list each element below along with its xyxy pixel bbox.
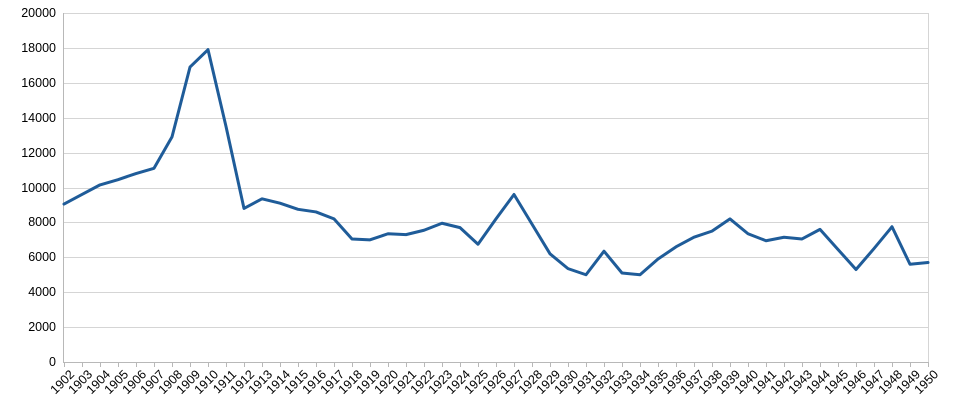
x-tick-mark-1933 — [622, 362, 623, 367]
x-tick-mark-1938 — [712, 362, 713, 367]
x-tick-mark-1935 — [658, 362, 659, 367]
x-tick-mark-1926 — [496, 362, 497, 367]
x-tick-mark-1906 — [136, 362, 137, 367]
x-tick-mark-1944 — [820, 362, 821, 367]
x-tick-mark-1924 — [460, 362, 461, 367]
x-tick-mark-1932 — [604, 362, 605, 367]
gridline-18000 — [64, 47, 928, 49]
y-tick-label-4000: 4000 — [28, 284, 56, 299]
series-polyline — [62, 48, 930, 277]
x-tick-mark-1923 — [442, 362, 443, 367]
x-tick-mark-1943 — [802, 362, 803, 367]
x-tick-mark-1929 — [550, 362, 551, 367]
x-tick-mark-1920 — [388, 362, 389, 367]
x-tick-mark-1910 — [208, 362, 209, 367]
gridline-2000 — [64, 327, 928, 329]
x-tick-mark-1940 — [748, 362, 749, 367]
x-tick-mark-1902 — [64, 362, 65, 367]
y-tick-label-6000: 6000 — [28, 250, 56, 265]
gridline-8000 — [64, 222, 928, 224]
x-tick-mark-1942 — [784, 362, 785, 367]
x-tick-mark-1919 — [370, 362, 371, 367]
x-tick-mark-1918 — [352, 362, 353, 367]
y-tick-label-2000: 2000 — [28, 319, 56, 334]
x-tick-mark-1949 — [910, 362, 911, 367]
x-tick-mark-1945 — [838, 362, 839, 367]
y-tick-label-16000: 16000 — [21, 75, 56, 90]
x-tick-mark-1934 — [640, 362, 641, 367]
y-axis-line — [63, 13, 64, 363]
gridline-4000 — [64, 292, 928, 294]
y-tick-label-14000: 14000 — [21, 110, 56, 125]
x-tick-mark-1915 — [298, 362, 299, 367]
x-tick-mark-1914 — [280, 362, 281, 367]
y-axis-tick-labels: 0 2000 4000 6000 8000 10000 12000 14000 16000 180… — [0, 0, 56, 411]
x-tick-mark-1927 — [514, 362, 515, 367]
x-tick-mark-1950 — [928, 362, 929, 367]
x-tick-mark-1936 — [676, 362, 677, 367]
x-tick-mark-1937 — [694, 362, 695, 367]
x-tick-mark-1939 — [730, 362, 731, 367]
x-tick-mark-1922 — [424, 362, 425, 367]
x-tick-mark-1912 — [244, 362, 245, 367]
y-tick-label-10000: 10000 — [21, 180, 56, 195]
x-tick-mark-1904 — [100, 362, 101, 367]
x-tick-mark-1930 — [568, 362, 569, 367]
x-tick-mark-1917 — [334, 362, 335, 367]
x-tick-mark-1931 — [586, 362, 587, 367]
x-tick-mark-1913 — [262, 362, 263, 367]
x-tick-mark-1946 — [856, 362, 857, 367]
x-tick-mark-1905 — [118, 362, 119, 367]
gridline-20000 — [64, 13, 928, 14]
plot-area — [62, 13, 930, 362]
x-tick-mark-1947 — [874, 362, 875, 367]
x-tick-mark-1909 — [190, 362, 191, 367]
y-tick-label-8000: 8000 — [28, 215, 56, 230]
x-tick-mark-1928 — [532, 362, 533, 367]
x-tick-mark-1948 — [892, 362, 893, 367]
plot-right-border — [928, 13, 929, 363]
gridline-6000 — [64, 257, 928, 259]
y-tick-label-12000: 12000 — [21, 145, 56, 160]
x-tick-mark-1925 — [478, 362, 479, 367]
y-tick-label-0: 0 — [49, 354, 56, 369]
x-tick-mark-1941 — [766, 362, 767, 367]
x-tick-mark-1903 — [82, 362, 83, 367]
y-tick-label-20000: 20000 — [21, 5, 56, 20]
x-tick-mark-1908 — [172, 362, 173, 367]
x-tick-mark-1916 — [316, 362, 317, 367]
x-tick-mark-1907 — [154, 362, 155, 367]
data-line-series — [62, 48, 930, 277]
gridline-10000 — [64, 187, 928, 189]
x-tick-mark-1921 — [406, 362, 407, 367]
y-tick-label-18000: 18000 — [21, 40, 56, 55]
gridline-14000 — [64, 117, 928, 119]
gridline-16000 — [64, 82, 928, 84]
x-tick-mark-1911 — [226, 362, 227, 367]
gridline-12000 — [64, 152, 928, 154]
